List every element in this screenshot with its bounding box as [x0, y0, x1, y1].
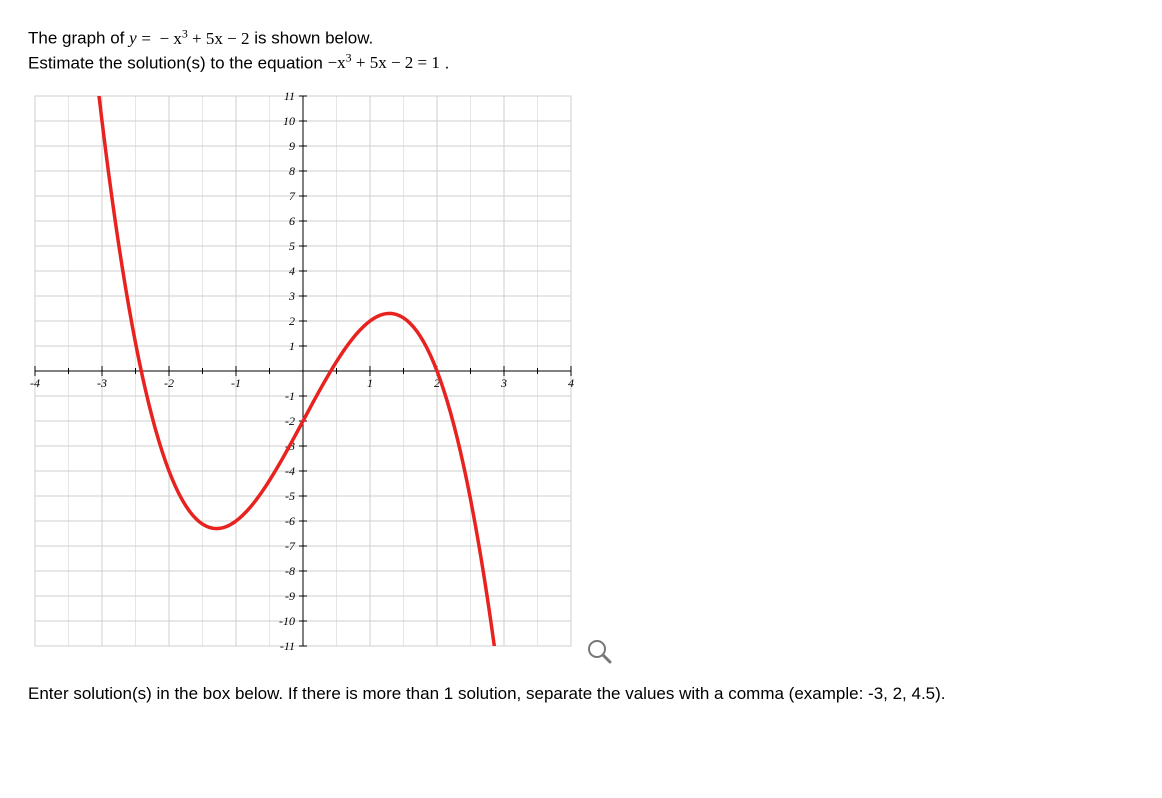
- svg-text:3: 3: [500, 376, 507, 390]
- svg-text:-5: -5: [285, 489, 295, 503]
- svg-text:10: 10: [283, 114, 295, 128]
- svg-text:-1: -1: [231, 376, 241, 390]
- svg-text:-3: -3: [97, 376, 107, 390]
- prompt-line-2: Estimate the solution(s) to the equation…: [28, 51, 1134, 74]
- svg-text:-1: -1: [285, 389, 295, 403]
- svg-text:-6: -6: [285, 514, 295, 528]
- svg-text:-7: -7: [285, 539, 296, 553]
- svg-text:2: 2: [289, 314, 295, 328]
- prompt-text: The graph of: [28, 29, 129, 48]
- svg-text:-2: -2: [164, 376, 174, 390]
- svg-text:-4: -4: [30, 376, 40, 390]
- prompt-text: .: [445, 53, 450, 72]
- eq-rhs: = − x3 + 5x − 2: [141, 29, 249, 48]
- svg-text:1: 1: [367, 376, 373, 390]
- svg-text:1: 1: [289, 339, 295, 353]
- svg-text:4: 4: [289, 264, 295, 278]
- svg-text:5: 5: [289, 239, 295, 253]
- svg-text:-8: -8: [285, 564, 295, 578]
- svg-text:11: 11: [284, 91, 295, 103]
- chart: -4-3-2-11234-11-10-9-8-7-6-5-4-3-2-11234…: [28, 91, 1134, 664]
- eq-lhs: y: [129, 29, 137, 48]
- cubic-graph: -4-3-2-11234-11-10-9-8-7-6-5-4-3-2-11234…: [28, 91, 618, 651]
- svg-text:4: 4: [568, 376, 574, 390]
- svg-text:-2: -2: [285, 414, 295, 428]
- svg-text:-10: -10: [279, 614, 295, 628]
- svg-text:-11: -11: [280, 639, 295, 651]
- prompt-line-1: The graph of y = − x3 + 5x − 2 is shown …: [28, 26, 1134, 49]
- question-container: The graph of y = − x3 + 5x − 2 is shown …: [0, 0, 1162, 728]
- svg-text:-9: -9: [285, 589, 295, 603]
- magnifier-icon[interactable]: [586, 638, 612, 664]
- svg-text:9: 9: [289, 139, 295, 153]
- svg-text:7: 7: [289, 189, 296, 203]
- eq-2: −x3 + 5x − 2 = 1: [328, 53, 440, 72]
- prompt-text: Estimate the solution(s) to the equation: [28, 53, 328, 72]
- svg-text:-4: -4: [285, 464, 295, 478]
- svg-text:6: 6: [289, 214, 295, 228]
- svg-text:8: 8: [289, 164, 295, 178]
- instructions-text: Enter solution(s) in the box below. If t…: [28, 684, 1134, 704]
- svg-text:3: 3: [288, 289, 295, 303]
- prompt-text: is shown below.: [254, 29, 373, 48]
